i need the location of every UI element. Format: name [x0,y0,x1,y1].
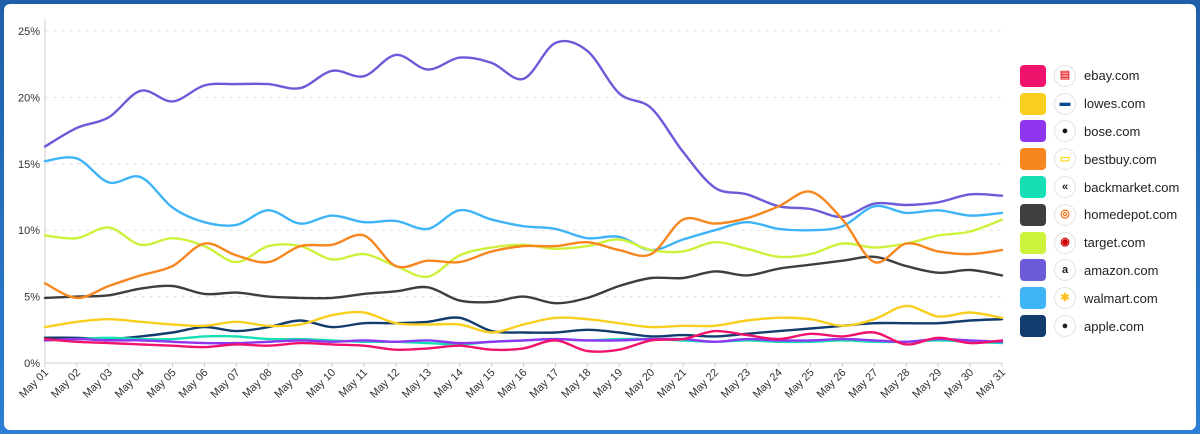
legend-label: backmarket.com [1084,179,1180,195]
target-icon: ◉ [1054,231,1076,254]
x-tick-label: May 21 [655,367,689,401]
y-tick-label: 15% [18,159,40,171]
legend-label: apple.com [1084,318,1144,334]
series-line-homedepot-com [43,255,1004,305]
series-line-target-com [43,218,1004,279]
bag-icon: ▤ [1054,64,1076,87]
chart-legend: ▤ ebay.com ▬ lowes.com ● bose.com ▭ bestbuy.com… [1020,62,1190,340]
legend-item[interactable]: ▤ ebay.com [1020,62,1190,90]
x-tick-label: May 18 [559,367,593,401]
series-line-bose-com [43,337,1004,345]
legend-item[interactable]: ▬ lowes.com [1020,90,1190,118]
legend-label: amazon.com [1084,262,1159,278]
x-tick-label: May 12 [368,367,402,401]
x-tick-label: May 23 [719,367,753,401]
x-tick-label: May 24 [751,367,785,401]
x-tick-label: May 22 [687,367,721,401]
x-tick-label: May 03 [81,367,115,401]
legend-swatch [1020,315,1046,338]
x-tick-label: May 11 [337,367,370,400]
x-tick-label: May 26 [815,367,849,401]
legend-swatch [1020,203,1046,226]
legend-item[interactable]: « backmarket.com [1020,173,1190,201]
house-icon: ▬ [1054,92,1076,115]
grid-logo-icon: ◎ [1054,203,1076,226]
tag-icon: ▭ [1054,148,1076,171]
series-line-bestbuy-com [43,190,1004,300]
y-tick-label: 20% [18,92,40,104]
double-chevron-left-icon: « [1054,176,1076,199]
y-tick-label: 25% [18,26,40,38]
series-line-ebay-com [43,329,1004,353]
x-tick-label: May 02 [49,367,83,401]
legend-swatch [1020,176,1046,199]
legend-swatch [1020,64,1046,87]
bose-icon: ● [1054,120,1076,143]
series-line-apple-com [43,316,1004,341]
y-tick-label: 10% [18,225,40,237]
x-tick-label: May 29 [910,367,944,401]
x-tick-label: May 15 [464,367,498,401]
legend-item[interactable]: ▭ bestbuy.com [1020,145,1190,173]
y-tick-label: 5% [24,292,40,304]
x-tick-label: May 14 [432,367,466,401]
legend-item[interactable]: ◉ target.com [1020,229,1190,257]
x-tick-label: May 27 [847,367,881,401]
legend-swatch [1020,148,1046,171]
legend-label: lowes.com [1084,96,1146,112]
legend-label: ebay.com [1084,68,1140,84]
legend-item[interactable]: ◎ homedepot.com [1020,201,1190,229]
legend-label: target.com [1084,235,1146,251]
x-tick-label: May 01 [17,367,51,401]
legend-item[interactable]: a amazon.com [1020,257,1190,285]
legend-label: bose.com [1084,123,1141,139]
x-tick-label: May 07 [209,367,243,401]
legend-swatch [1020,120,1046,143]
x-tick-label: May 17 [528,367,562,401]
legend-item[interactable]: ● bose.com [1020,118,1190,146]
series-line-walmart-com [43,156,1004,252]
amazon-icon: a [1054,259,1076,282]
x-tick-label: May 08 [240,367,274,401]
legend-label: walmart.com [1084,290,1158,306]
x-tick-label: May 04 [113,367,147,401]
series-line-amazon-com [43,39,1004,219]
series-line-lowes-com [43,304,1004,334]
x-tick-label: May 20 [623,367,657,401]
legend-label: bestbuy.com [1084,151,1157,167]
x-tick-label: May 19 [591,367,625,401]
x-tick-label: May 28 [878,367,912,401]
y-tick-label: 0% [24,358,40,370]
chart-card: 0% 5% 10% 15% 20% 25% May 01 May 02 May 03 May 04… [4,4,1196,430]
apple-icon: ● [1054,315,1076,338]
x-tick-label: May 13 [400,367,434,401]
legend-swatch [1020,287,1046,310]
x-tick-label: May 09 [272,367,306,401]
legend-swatch [1020,259,1046,282]
legend-swatch [1020,92,1046,115]
legend-item[interactable]: ✱ walmart.com [1020,284,1190,312]
x-tick-label: May 31 [974,367,1008,401]
legend-label: homedepot.com [1084,207,1178,223]
legend-item[interactable]: ● apple.com [1020,312,1190,340]
x-tick-label: May 25 [783,367,817,401]
x-tick-label: May 05 [145,367,179,401]
legend-swatch [1020,231,1046,254]
x-tick-label: May 10 [304,367,338,401]
x-tick-label: May 30 [942,367,976,401]
x-tick-label: May 16 [496,367,530,401]
x-tick-label: May 06 [177,367,211,401]
spark-icon: ✱ [1054,287,1076,310]
